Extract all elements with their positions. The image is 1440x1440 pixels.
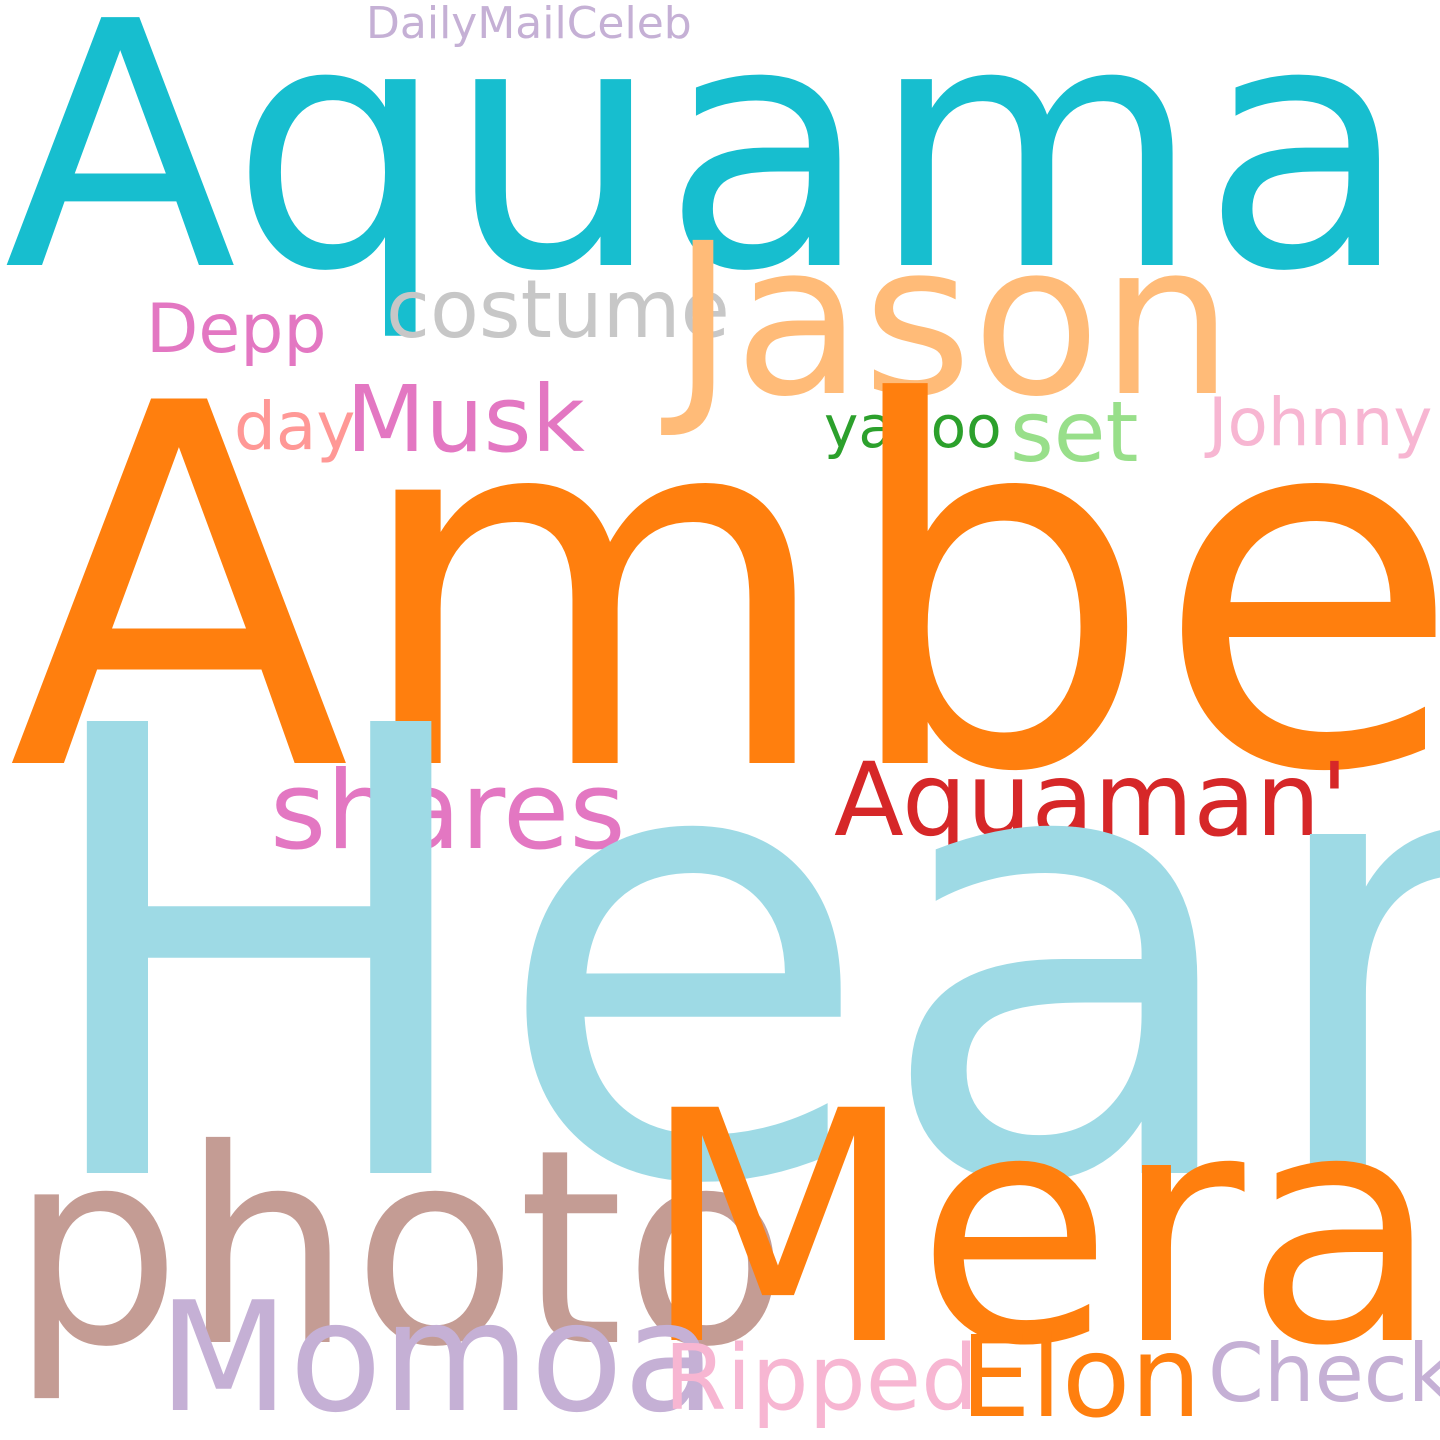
word-costume: costume	[386, 263, 730, 356]
word-musk: Musk	[346, 366, 585, 473]
word-set: set	[1010, 383, 1139, 481]
word-momoa: Momoa	[158, 1269, 717, 1440]
word-dailymailceleb: DailyMailCeleb	[366, 0, 692, 49]
word-johnny: Johnny	[1208, 384, 1433, 461]
word-day: day	[234, 388, 356, 465]
word-shares: shares	[270, 749, 626, 874]
word-jason: Jason	[672, 198, 1234, 443]
word-check: Check	[1208, 1327, 1440, 1420]
word-aquaman-apostrophe: Aquaman'	[834, 741, 1349, 860]
word-aquaman: Aquaman	[4, 0, 1440, 346]
word-yahoo: yahoo	[824, 393, 1002, 461]
word-mera: Mera	[640, 1044, 1440, 1416]
word-depp: Depp	[146, 290, 327, 369]
word-photo: photo	[10, 1091, 789, 1406]
word-elon: Elon	[960, 1313, 1202, 1440]
word-ripped: Ripped	[664, 1326, 979, 1431]
word-heard: Heard	[26, 599, 1440, 1320]
word-amber: Amber	[8, 299, 1440, 881]
